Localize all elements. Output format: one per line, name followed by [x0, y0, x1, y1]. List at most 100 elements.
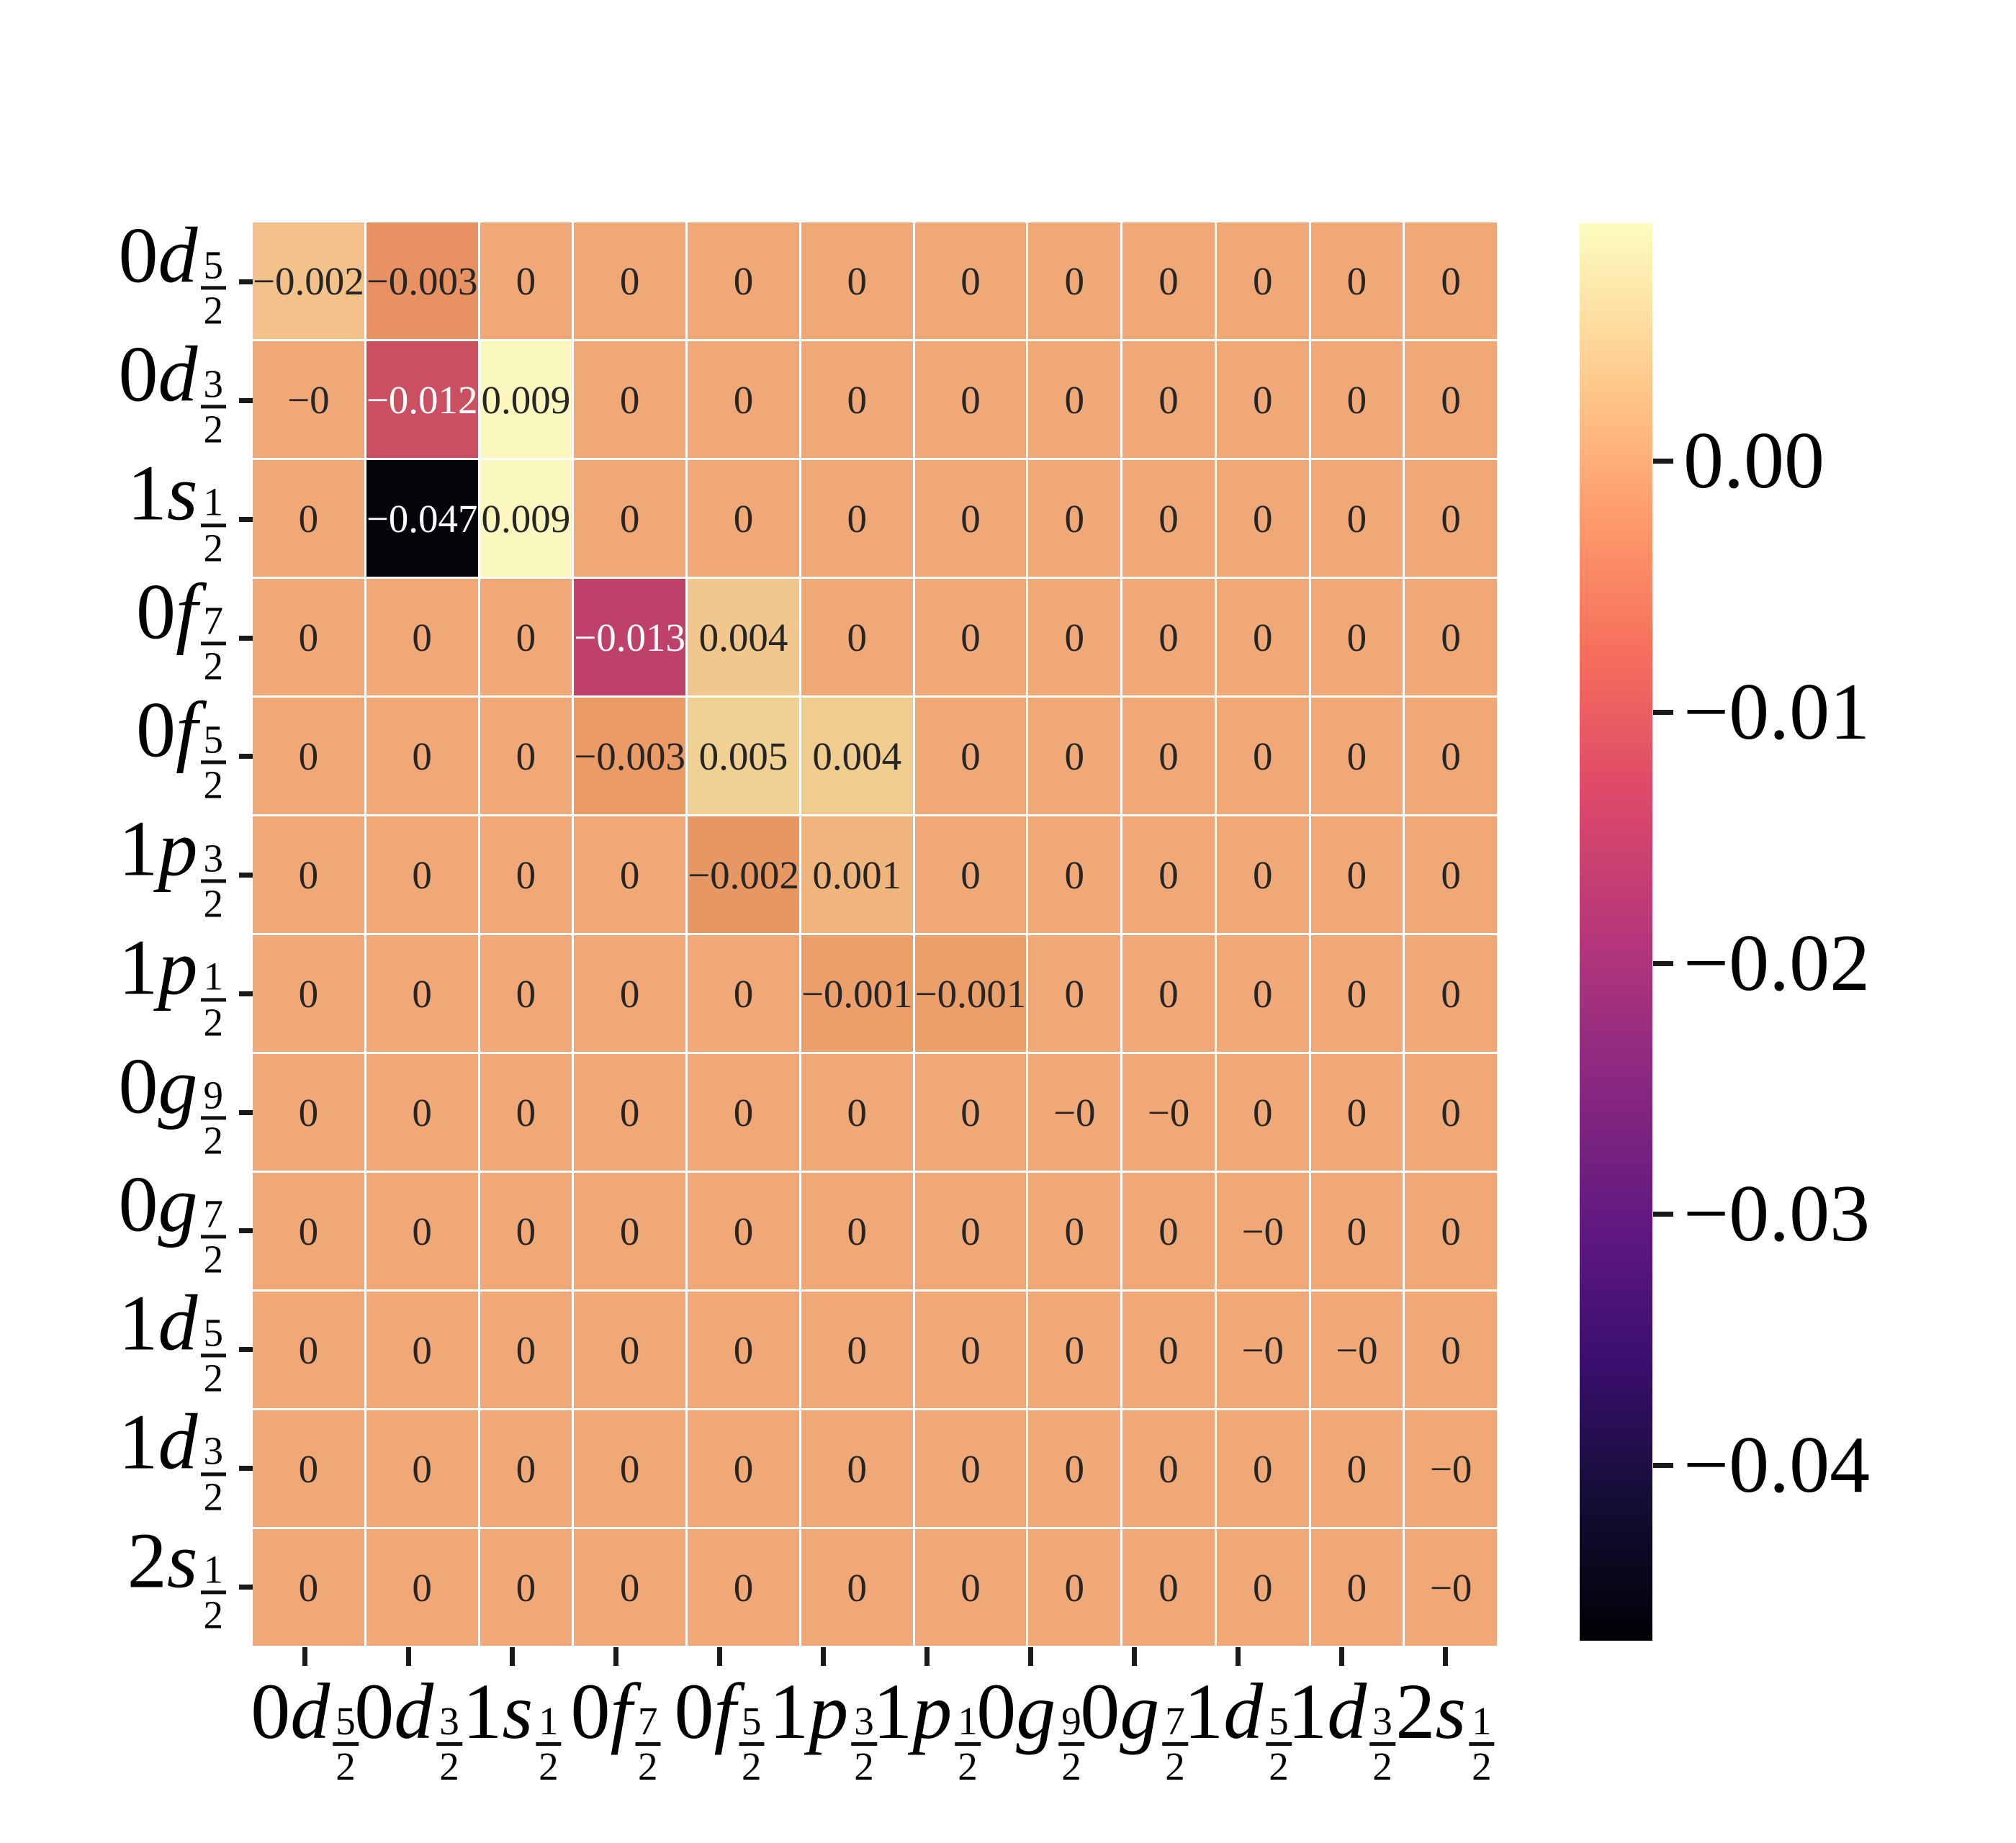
heatmap-cell: 0 — [914, 341, 1027, 458]
cell-value: 0 — [412, 734, 432, 778]
heatmap-cell: 0 — [480, 1410, 572, 1527]
cell-value: 0 — [619, 1209, 640, 1253]
cell-value: 0 — [1346, 377, 1367, 422]
heatmap-grid: −0.002 −0.003 0 0 0 0 0 0 0 0 0 0 −0 −0.012 0.009 0 0 0 0 0… — [253, 222, 1497, 1646]
orbital-letter: s — [166, 1515, 198, 1604]
cell-value: 0 — [1346, 734, 1367, 778]
cell-value: 0 — [516, 852, 536, 897]
heatmap-cell: −0 — [1122, 1054, 1215, 1171]
cell-value: 0 — [1252, 971, 1273, 1016]
y-axis-label: 1d 3 2 — [0, 1402, 226, 1516]
cell-value: 0 — [1158, 496, 1179, 541]
orbital-letter: g — [1120, 1667, 1160, 1755]
cell-value: 0 — [1158, 377, 1179, 422]
heatmap-cell: 0 — [574, 816, 686, 933]
cell-value: 0 — [1441, 852, 1461, 897]
cell-value: 0 — [847, 377, 867, 422]
heatmap-cell: 0 — [688, 935, 799, 1052]
heatmap-cell: 0 — [574, 1529, 686, 1646]
x-tick — [1339, 1647, 1344, 1666]
cell-value: 0 — [1064, 1565, 1085, 1610]
x-axis-label: 1s 1 2 — [462, 1672, 562, 1786]
heatmap-cell: 0 — [801, 579, 913, 695]
orbital-n: 1 — [462, 1667, 503, 1755]
heatmap-cell: 0 — [1028, 341, 1121, 458]
cell-value: 0 — [1441, 971, 1461, 1016]
cell-value: 0 — [960, 1328, 981, 1372]
cell-value: 0 — [1346, 258, 1367, 303]
cell-value: 0 — [960, 377, 981, 422]
heatmap-cell: 0 — [801, 222, 913, 339]
heatmap-cell: 0 — [253, 1292, 364, 1408]
heatmap-cell: 0 — [366, 1054, 478, 1171]
heatmap-cell: 0 — [1216, 341, 1309, 458]
orbital-n: 0 — [118, 330, 158, 418]
orbital-letter: p — [809, 1667, 849, 1755]
cell-value: 0 — [619, 1090, 640, 1135]
orbital-n: 0 — [354, 1667, 395, 1755]
heatmap-cell: 0 — [366, 1292, 478, 1408]
orbital-letter: s — [166, 449, 198, 537]
cell-value: 0 — [1441, 377, 1461, 422]
cell-value: −0.002 — [253, 258, 364, 303]
orbital-letter: f — [714, 1667, 737, 1755]
heatmap-cell: 0 — [1028, 1292, 1121, 1408]
heatmap-cell: 0 — [366, 1529, 478, 1646]
heatmap-cell: 0 — [801, 1054, 913, 1171]
cell-value: 0 — [1441, 1209, 1461, 1253]
cell-value: −0.003 — [366, 258, 478, 303]
heatmap-cell: 0 — [1122, 1173, 1215, 1289]
heatmap-cell: 0 — [688, 1173, 799, 1289]
heatmap-cell: 0 — [1405, 579, 1497, 695]
cell-value: 0.009 — [481, 377, 571, 422]
orbital-n: 1 — [1287, 1667, 1328, 1755]
cell-value: 0 — [298, 615, 319, 659]
cell-value: 0 — [1252, 852, 1273, 897]
cell-value: 0 — [960, 1090, 981, 1135]
cell-value: 0 — [298, 1565, 319, 1610]
x-tick — [1132, 1647, 1137, 1666]
cell-value: −0 — [1429, 1446, 1472, 1491]
heatmap-cell: −0 — [1216, 1292, 1309, 1408]
orbital-n: 1 — [118, 1279, 158, 1367]
cell-value: 0 — [1441, 734, 1461, 778]
cell-value: −0.012 — [366, 377, 478, 422]
heatmap-cell: 0 — [1310, 222, 1403, 339]
heatmap-cell: 0 — [1122, 816, 1215, 933]
cell-value: 0 — [298, 1446, 319, 1491]
cell-value: 0 — [1441, 1328, 1461, 1372]
orbital-letter: d — [158, 330, 198, 418]
y-tick — [239, 279, 253, 285]
heatmap-cell: 0 — [688, 341, 799, 458]
x-axis-label: 1p 3 2 — [769, 1672, 877, 1786]
heatmap-cell: 0 — [480, 1054, 572, 1171]
cell-value: 0 — [847, 1209, 867, 1253]
cell-value: 0 — [1064, 496, 1085, 541]
heatmap-cell: 0 — [1216, 816, 1309, 933]
heatmap-cell: 0 — [688, 1054, 799, 1171]
cell-value: 0 — [1252, 1565, 1273, 1610]
y-axis-label: 2s 1 2 — [0, 1520, 226, 1635]
orbital-n: 1 — [769, 1667, 809, 1755]
heatmap-cell: 0 — [574, 222, 686, 339]
heatmap-cell: 0 — [1310, 341, 1403, 458]
y-axis-label: 0f 7 2 — [0, 572, 226, 686]
heatmap-cell: 0 — [914, 460, 1027, 577]
cell-value: 0 — [1158, 971, 1179, 1016]
heatmap-cell: 0 — [1028, 460, 1121, 577]
cell-value: 0 — [619, 1565, 640, 1610]
cell-value: 0 — [1252, 496, 1273, 541]
x-tick — [1443, 1647, 1448, 1666]
heatmap-cell: 0 — [1310, 579, 1403, 695]
colorbar-tick-label: −0.04 — [1683, 1420, 1871, 1510]
heatmap-cell: 0 — [688, 1410, 799, 1527]
cell-value: 0 — [960, 1565, 981, 1610]
y-axis-label: 1s 1 2 — [0, 453, 226, 567]
